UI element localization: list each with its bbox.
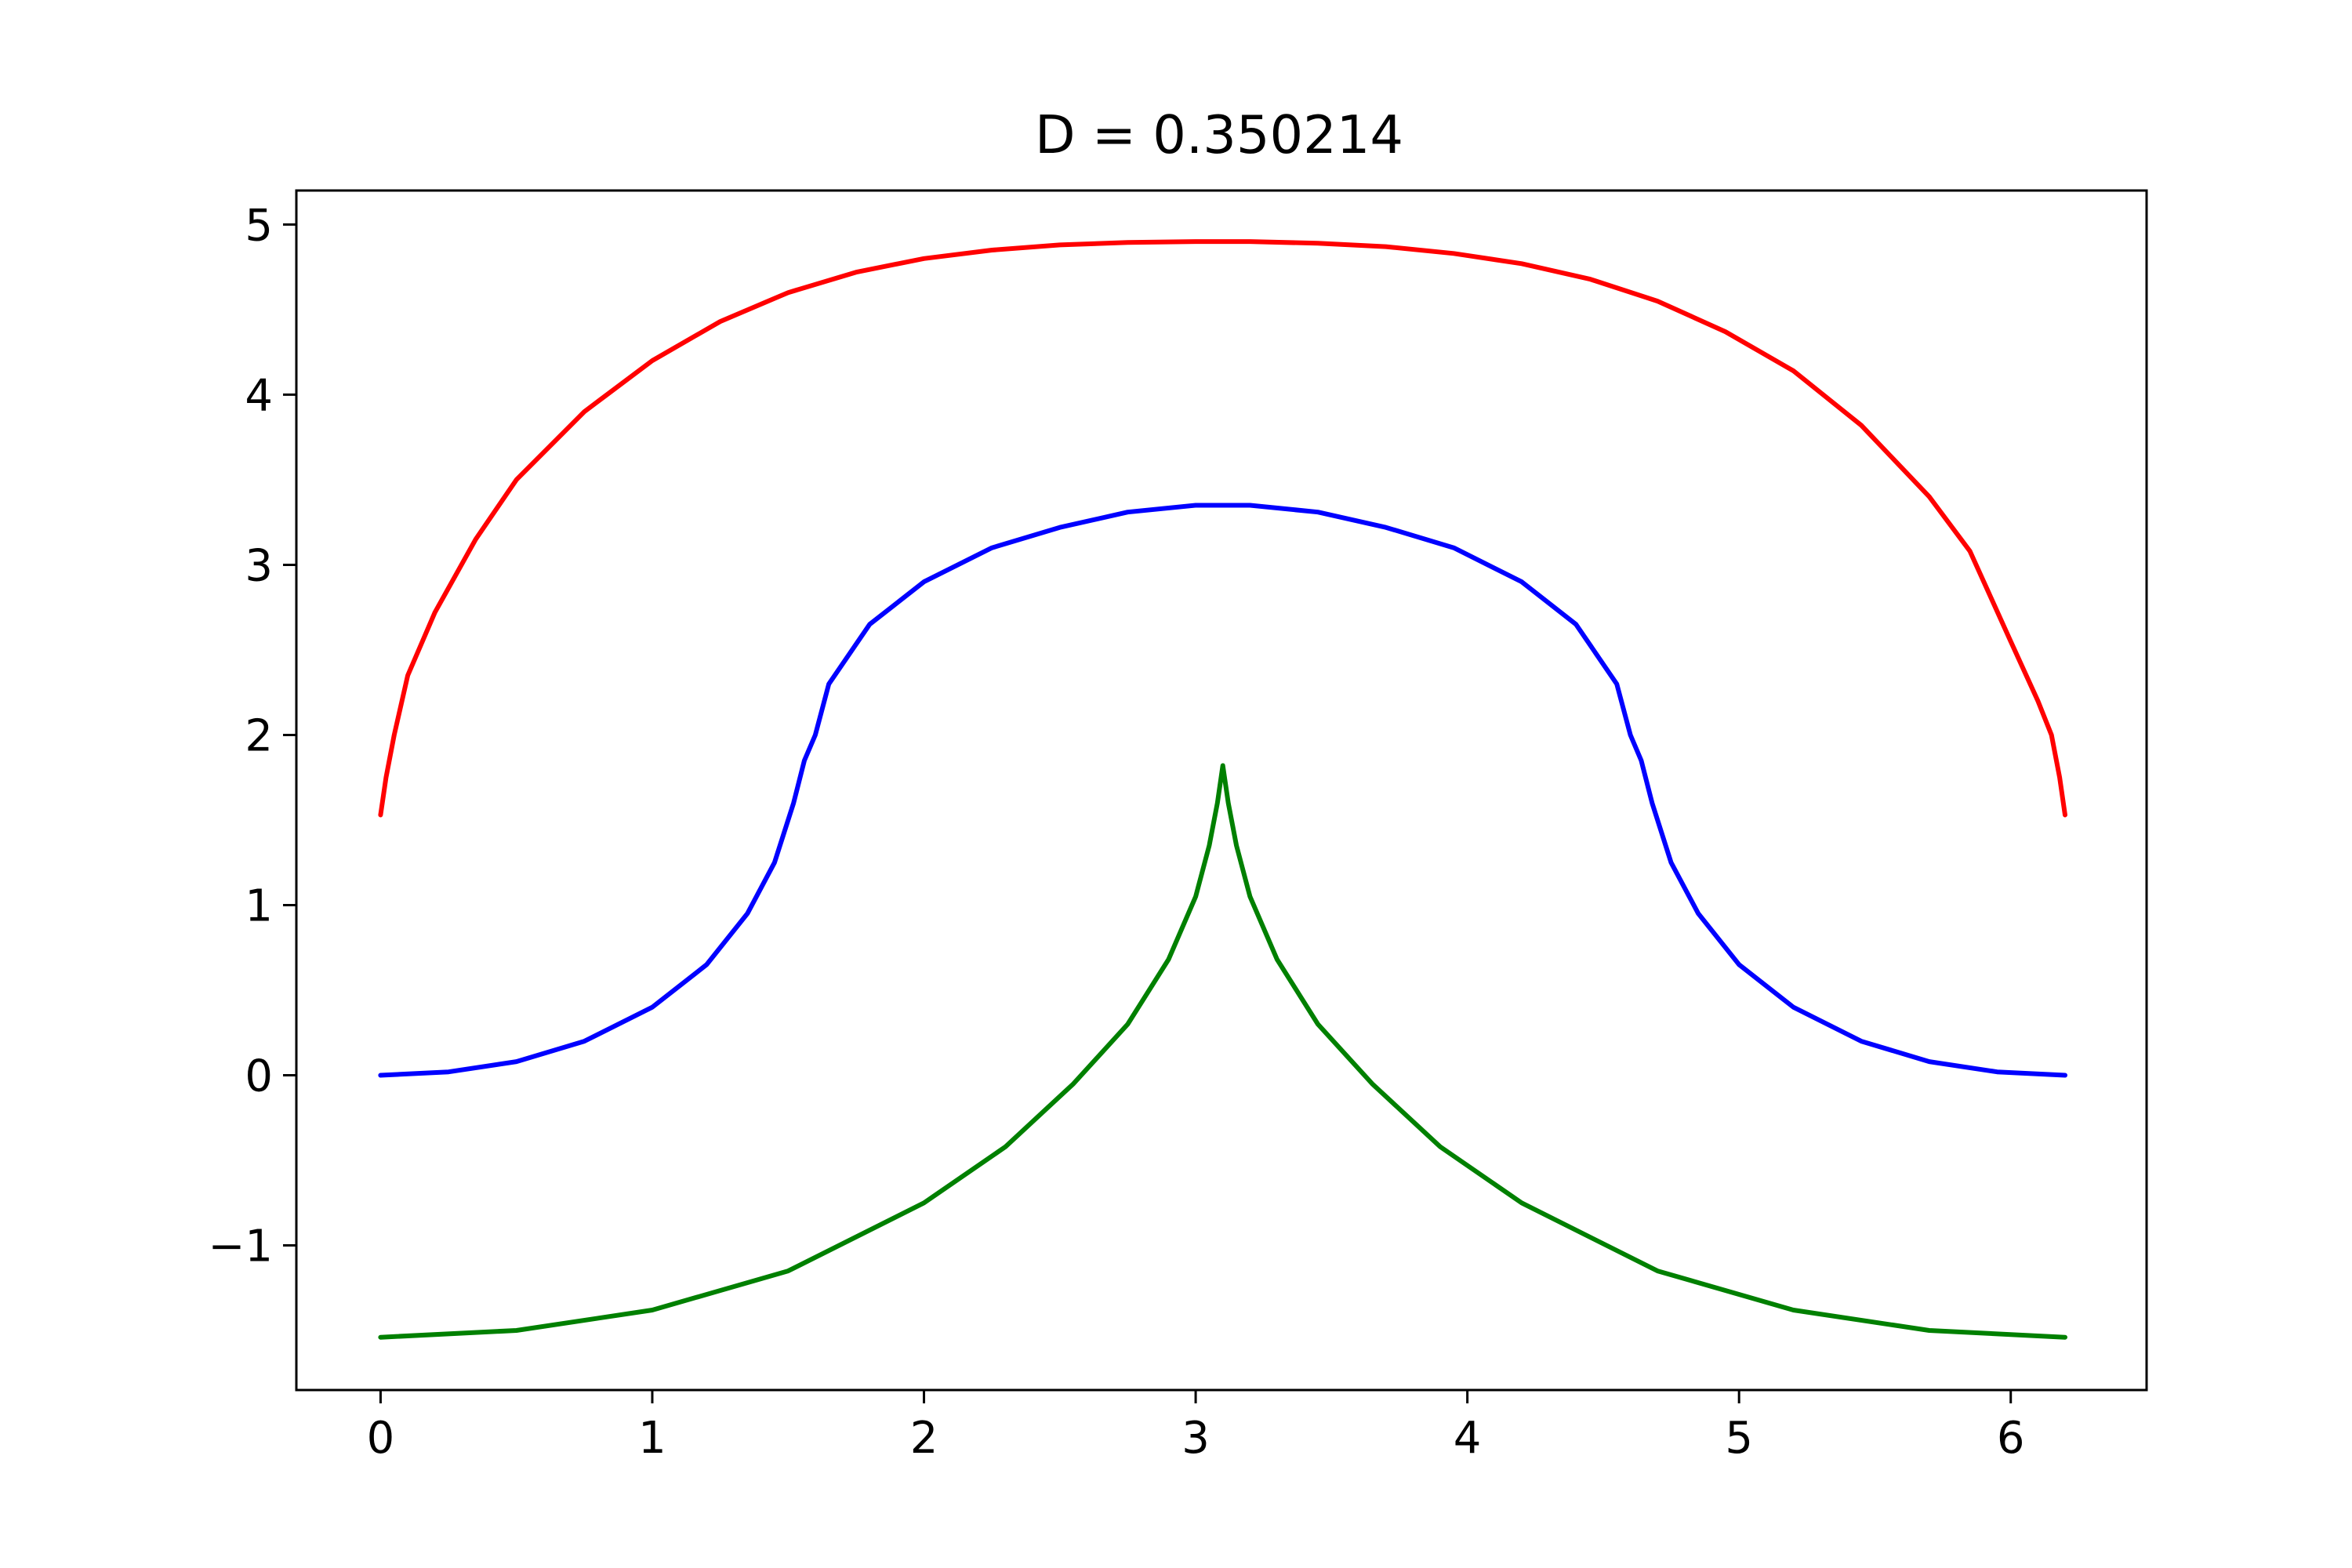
x-tick-label: 1 [638, 1413, 666, 1464]
x-tick-label: 6 [1997, 1413, 2025, 1464]
x-tick-label: 2 [910, 1413, 938, 1464]
y-tick-label: 5 [245, 200, 273, 251]
x-tick-label: 3 [1181, 1413, 1210, 1464]
y-tick-label: 0 [245, 1051, 273, 1102]
x-tick-label: 5 [1725, 1413, 1753, 1464]
y-tick-label: 2 [245, 710, 273, 761]
series-line-2 [378, 503, 2067, 1078]
axes-layer: 0 1 2 3 4 5 6 −1 0 1 2 3 4 5 [208, 200, 2024, 1464]
series-line-3 [378, 763, 2067, 1340]
x-tick-label: 0 [367, 1413, 395, 1464]
y-tick-label: 4 [245, 370, 273, 421]
series-line-1 [378, 239, 2067, 818]
plot-area-frame [295, 189, 2148, 1392]
y-tick-label: −1 [208, 1221, 273, 1272]
y-tick-label: 1 [245, 880, 273, 931]
y-tick-label: 3 [245, 540, 273, 591]
series-layer [378, 239, 2067, 1340]
chart-title: D = 0.350214 [1035, 104, 1403, 165]
x-tick-label: 4 [1454, 1413, 1482, 1464]
